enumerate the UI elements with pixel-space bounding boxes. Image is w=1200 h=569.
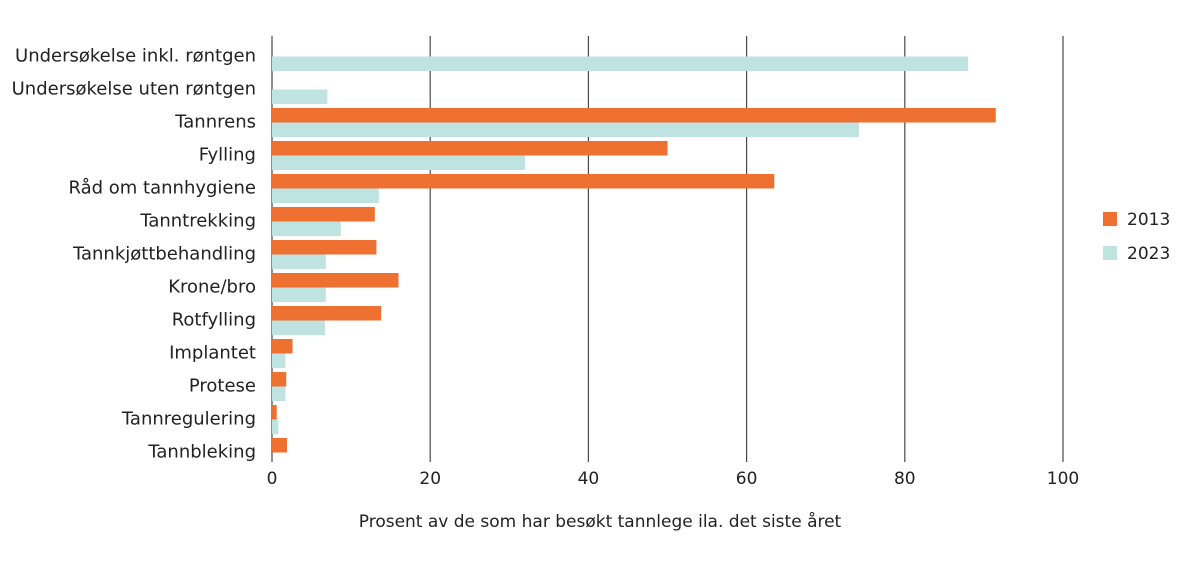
bar-2023 [272,320,325,335]
legend-label-2023: 2023 [1127,244,1170,264]
x-tick-label-20: 20 [419,469,441,489]
bar-2023 [272,188,379,203]
category-label: Tannrens [174,112,256,133]
bar-2013 [272,174,775,189]
x-axis-title: Prosent av de som har besøkt tannlege il… [359,511,842,532]
legend: 2013 2023 [1103,210,1170,264]
bar-2023 [272,386,286,401]
legend-swatch-2023 [1103,246,1117,260]
category-label: Protese [189,376,256,397]
bar-2023 [272,89,328,104]
x-tick-label-100: 100 [1047,469,1079,489]
bar-2023 [272,254,326,269]
bar-2023 [272,221,341,236]
category-label: Implantet [169,343,256,364]
legend-label-2013: 2013 [1127,210,1170,230]
x-tick-label-60: 60 [736,469,758,489]
category-label: Tannregulering [121,409,256,430]
category-label: Krone/bro [168,277,256,298]
category-labels: Undersøkelse inkl. røntgen Undersøkelse u… [12,46,256,463]
bar-2013 [272,108,996,123]
bar-2013 [272,372,287,387]
x-tick-label-0: 0 [267,469,278,489]
category-label: Tannkjøttbehandling [72,244,256,265]
bar-2013 [272,438,288,453]
category-label: Råd om tannhygiene [68,178,256,199]
category-label: Fylling [199,145,256,166]
category-label: Tannbleking [147,442,256,463]
category-label: Undersøkelse inkl. røntgen [15,46,256,67]
bar-2013 [272,405,277,420]
bar-2013 [272,273,399,288]
bar-2023 [272,122,859,137]
category-label: Tanntrekking [139,211,256,232]
bar-2013 [272,306,382,321]
bar-2013 [272,141,668,156]
bar-2013 [272,207,375,222]
x-tick-label-80: 80 [894,469,916,489]
bar-2013 [272,240,377,255]
bar-2023 [272,287,326,302]
bar-2013 [272,339,293,354]
legend-swatch-2013 [1103,212,1117,226]
bar-2023 [272,419,279,434]
bar-2023 [272,353,286,368]
bar-2023 [272,56,969,71]
category-label: Rotfylling [172,310,256,331]
bars [272,56,996,453]
category-label: Undersøkelse uten røntgen [12,79,256,100]
bar-2023 [272,155,526,170]
x-tick-label-40: 40 [578,469,600,489]
gridlines [271,36,1064,462]
x-tick-labels: 0 20 40 60 80 100 [267,469,1080,489]
